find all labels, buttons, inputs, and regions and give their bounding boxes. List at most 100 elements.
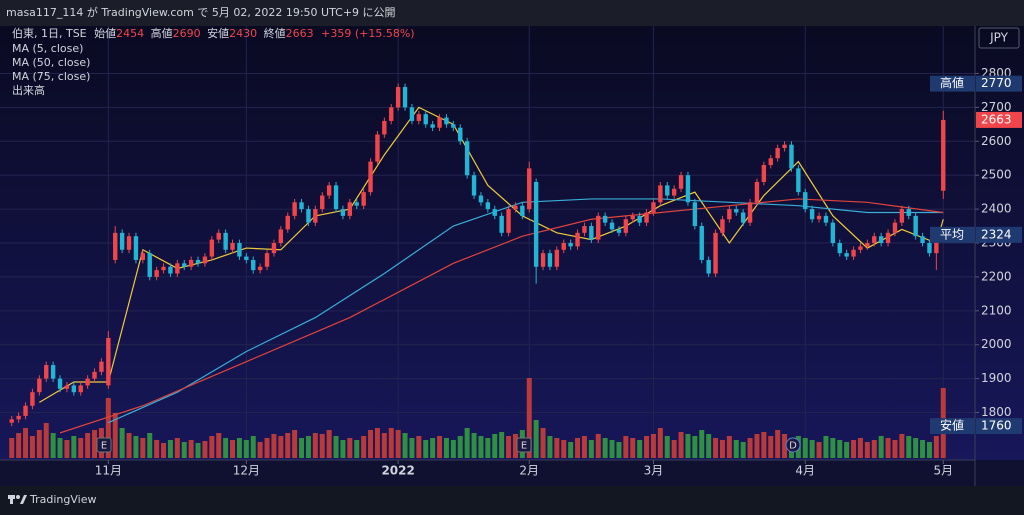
candle — [451, 120, 456, 132]
volume-bar — [43, 423, 49, 458]
candle — [602, 212, 608, 227]
price-value: 1760 — [981, 419, 1012, 433]
candle — [271, 239, 277, 257]
candle — [823, 212, 829, 227]
candle-body — [506, 209, 511, 233]
last-price: 2663 — [981, 112, 1012, 126]
volume-bar — [347, 438, 353, 458]
legend-line: 伯東, 1日, TSE 始値2454 高値2690 安値2430 終値2663 … — [12, 26, 415, 40]
x-tick-label: 12月 — [233, 464, 260, 478]
candle-body — [375, 134, 380, 162]
candle-body — [99, 361, 104, 372]
candle — [665, 181, 670, 199]
candle — [692, 198, 698, 230]
candle — [230, 239, 235, 254]
ohlc-label: 始値 — [94, 26, 116, 40]
volume-bar — [499, 432, 505, 458]
candle-body — [209, 239, 215, 257]
candle-body — [671, 188, 677, 196]
candle-body — [602, 215, 608, 223]
volume-bar — [223, 438, 229, 458]
candle — [209, 236, 215, 260]
candle-body — [195, 259, 201, 264]
candle-body — [188, 259, 194, 267]
candle — [416, 110, 422, 125]
price-value-box — [976, 75, 1022, 92]
candle — [651, 198, 656, 216]
candle-body — [340, 209, 346, 216]
candle-body — [71, 385, 77, 393]
candle — [830, 219, 836, 247]
volume-bar — [906, 436, 912, 458]
candle — [458, 124, 463, 145]
volume-bar — [299, 438, 305, 458]
volume-bar — [526, 378, 532, 458]
candle — [389, 103, 394, 125]
candle — [803, 188, 808, 213]
volume-bar — [340, 440, 346, 458]
candle — [492, 205, 497, 220]
volume-bar — [271, 434, 277, 458]
indicator-name: MA (50, close) — [12, 56, 90, 69]
volume-bar — [443, 438, 449, 458]
candle-body — [513, 205, 518, 210]
volume-bar — [657, 428, 663, 458]
volume-bar — [540, 428, 546, 458]
candle-body — [768, 158, 773, 166]
candle — [685, 171, 691, 206]
candle — [354, 198, 359, 210]
candle — [892, 219, 898, 237]
candle — [402, 83, 408, 111]
candle-body — [106, 337, 111, 386]
candle — [885, 229, 891, 247]
candle-body — [230, 243, 235, 250]
volume-bar — [402, 433, 408, 458]
volume-bar — [837, 440, 843, 458]
volume-bar — [830, 438, 836, 458]
candle — [644, 209, 649, 227]
indicator-name: 出来高 — [12, 83, 45, 97]
candle — [326, 181, 332, 199]
candle-body — [119, 232, 125, 250]
candle — [409, 103, 415, 125]
volume-bar — [664, 436, 670, 458]
candle — [37, 375, 42, 396]
volume-bar — [381, 433, 387, 458]
candle — [816, 212, 822, 223]
event-label: E — [101, 441, 107, 452]
candle — [934, 239, 939, 271]
candle — [161, 263, 166, 274]
candle-body — [927, 243, 932, 254]
volume-bar — [823, 436, 829, 458]
candle-body — [299, 202, 304, 210]
volume-bar — [416, 436, 422, 458]
currency-box — [978, 27, 1020, 49]
volume-bar — [733, 440, 739, 458]
candle — [554, 246, 560, 271]
candle-body — [9, 419, 14, 423]
candle-body — [485, 202, 491, 210]
candle — [520, 202, 525, 220]
price-label-box — [930, 75, 975, 92]
candle-body — [285, 215, 290, 230]
candle-body — [899, 209, 905, 223]
y-tick-label: 2400 — [981, 202, 1012, 216]
candle-body — [865, 243, 870, 247]
candle-body — [382, 120, 387, 135]
candle-body — [713, 232, 718, 274]
volume-bar — [892, 440, 898, 458]
candle-body — [851, 249, 856, 257]
volume-bar — [368, 430, 374, 458]
volume-bar — [623, 436, 629, 458]
candle — [216, 229, 221, 243]
volume-bar — [423, 440, 429, 458]
candle — [464, 137, 470, 179]
candle-body — [50, 365, 56, 379]
candle-body — [223, 232, 228, 250]
candle — [347, 198, 353, 220]
volume-bar — [933, 436, 939, 458]
candle — [57, 375, 63, 393]
indicator-name: MA (75, close) — [12, 70, 90, 83]
volume-bar — [671, 440, 677, 458]
